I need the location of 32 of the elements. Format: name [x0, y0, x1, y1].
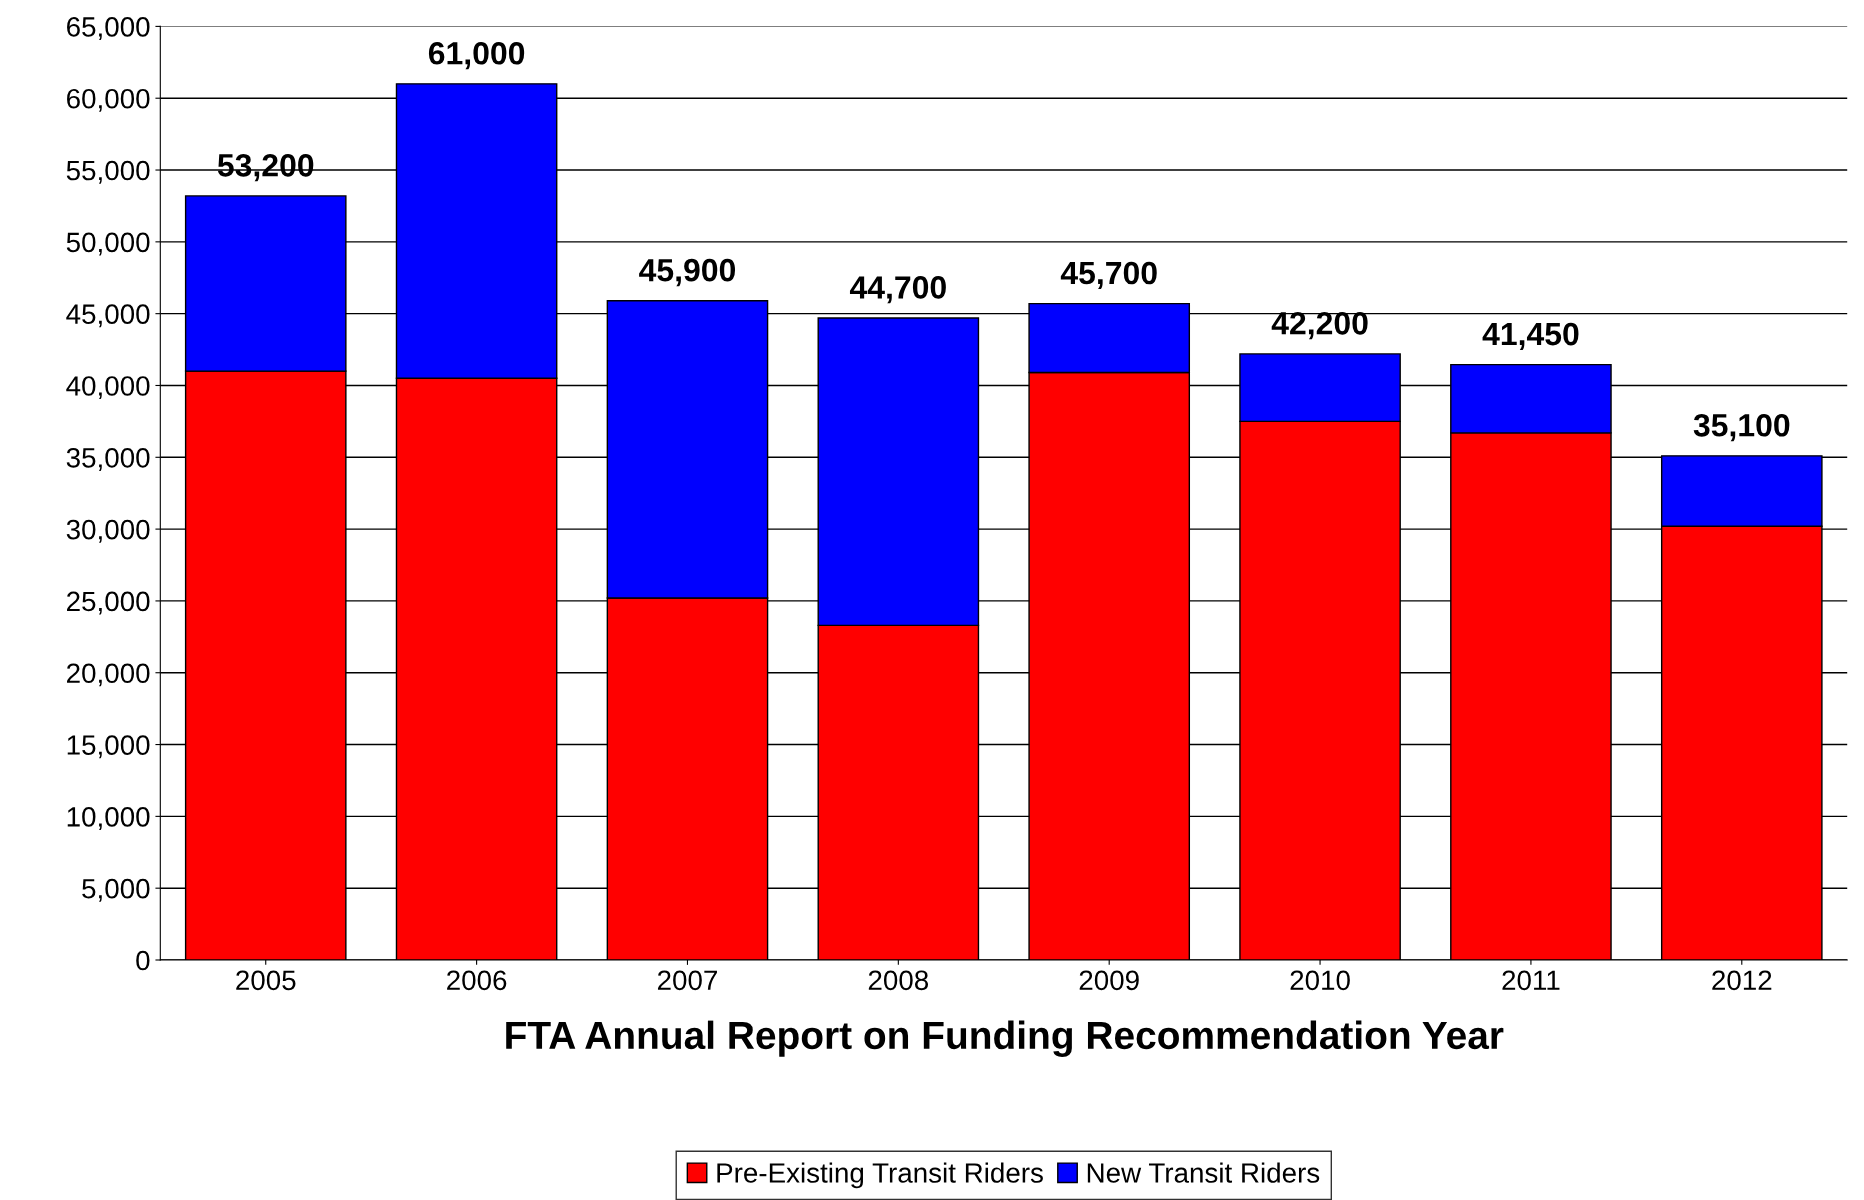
x-tick-label: 2006: [447, 970, 507, 991]
total-label: 35,100: [1693, 413, 1790, 442]
y-tick-label: 5,000: [82, 878, 150, 902]
y-tick-label: 20,000: [67, 663, 150, 687]
total-label: 45,700: [1060, 261, 1157, 289]
y-tick-label: 55,000: [66, 160, 150, 184]
y-tick-label: 45,000: [66, 304, 150, 328]
y-tick-label: 0: [136, 950, 150, 971]
y-tick-label: 60,000: [67, 88, 150, 112]
y-tick-label: 15,000: [67, 735, 150, 759]
y-tick-label: 10,000: [67, 807, 150, 830]
y-tick-label: 50,000: [66, 232, 150, 256]
legend-label: Pre-Existing Transit Riders: [717, 1162, 1043, 1189]
x-tick-label: 2009: [1079, 970, 1139, 991]
total-label: 44,700: [849, 276, 946, 304]
y-tick-label: 65,000: [67, 17, 150, 41]
y-tick-label: 25,000: [67, 591, 150, 615]
total-label: 45,900: [639, 258, 736, 287]
x-axis-title: FTA Annual Report on Funding Recommendation Year: [506, 1020, 1504, 1058]
y-tick-label: 40,000: [66, 376, 150, 400]
x-tick-label: 2010: [1290, 970, 1350, 991]
y-tick-label: 35,000: [66, 447, 150, 471]
y-tick-label: 30,000: [66, 519, 150, 543]
legend-label: New Transit Riders: [1087, 1162, 1320, 1183]
total-label: 61,000: [428, 41, 525, 70]
total-label: 42,200: [1271, 312, 1368, 340]
x-tick-label: 2007: [657, 970, 717, 991]
x-tick-label: 2012: [1712, 970, 1772, 991]
x-tick-label: 2005: [236, 970, 296, 991]
x-tick-label: 2008: [868, 970, 929, 991]
total-label: 41,450: [1482, 322, 1579, 351]
x-tick-label: 2011: [1502, 970, 1560, 991]
